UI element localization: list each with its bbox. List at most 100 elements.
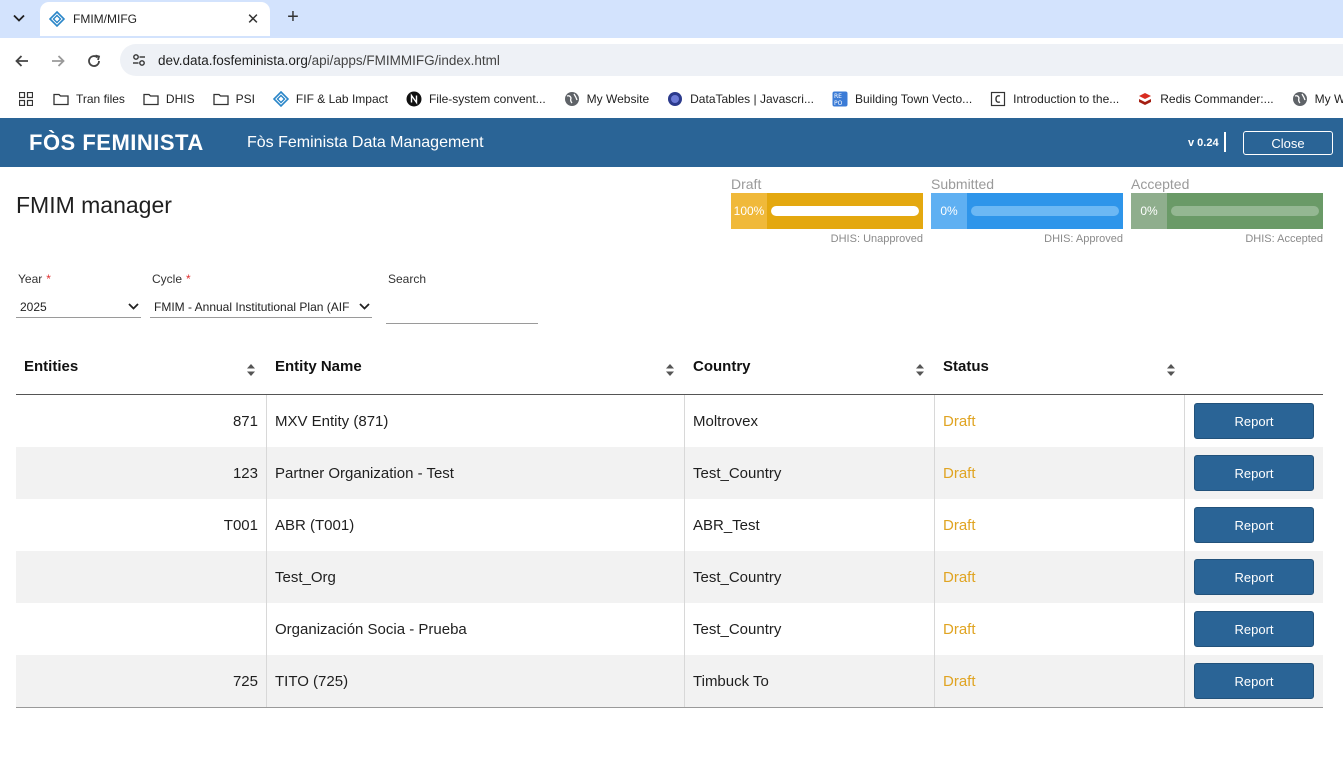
- entity-code-cell: [16, 551, 267, 603]
- globe-icon: [1292, 91, 1308, 107]
- status-card-submitted: Submitted 0% DHIS: Approved: [931, 175, 1123, 245]
- required-asterisk: *: [186, 272, 191, 286]
- year-select[interactable]: 2025: [16, 296, 141, 318]
- bookmark-item[interactable]: Tran files: [53, 91, 125, 107]
- bookmark-label: Redis Commander:...: [1160, 92, 1274, 106]
- report-button[interactable]: Report: [1194, 403, 1314, 439]
- page-scrollbar[interactable]: [1333, 167, 1343, 760]
- diamond-icon: [272, 91, 289, 107]
- entity-name-cell: TITO (725): [267, 655, 685, 707]
- report-button[interactable]: Report: [1194, 559, 1314, 595]
- table-row: 871 MXV Entity (871) Moltrovex Draft Report: [16, 395, 1323, 447]
- status-card-label: Draft: [731, 176, 762, 192]
- status-rail: [1171, 206, 1319, 216]
- entity-name-cell: ABR (T001): [267, 499, 685, 551]
- report-button[interactable]: Report: [1194, 455, 1314, 491]
- browser-tab-active[interactable]: FMIM/MIFG ✕: [40, 2, 270, 36]
- search-input[interactable]: [386, 300, 538, 324]
- app-header: FÒS FEMINISTA Fòs Feminista Data Managem…: [0, 118, 1343, 167]
- status-card-label: Submitted: [931, 176, 995, 192]
- status-track: [1167, 193, 1323, 229]
- cycle-select[interactable]: FMIM - Annual Institutional Plan (AIF: [150, 296, 372, 318]
- sort-icon[interactable]: [665, 363, 675, 377]
- required-asterisk: *: [46, 272, 51, 286]
- report-button[interactable]: Report: [1194, 663, 1314, 699]
- country-cell: Moltrovex: [685, 395, 935, 447]
- status-rail: [771, 206, 919, 216]
- bookmark-item[interactable]: PSI: [212, 91, 255, 107]
- doc-c-icon: [990, 91, 1006, 107]
- sort-icon[interactable]: [246, 363, 256, 377]
- bookmark-label: File-system convent...: [428, 92, 546, 106]
- cycle-label-text: Cycle: [152, 272, 183, 286]
- bookmark-item[interactable]: RE PO Building Town Vecto...: [832, 91, 972, 107]
- apps-grid-icon[interactable]: [19, 91, 33, 107]
- entity-code-cell: 725: [16, 655, 267, 707]
- entity-code-cell: 871: [16, 395, 267, 447]
- sort-icon[interactable]: [1166, 363, 1176, 377]
- diamond-icon: [48, 10, 66, 28]
- report-button[interactable]: Report: [1194, 507, 1314, 543]
- tab-title: FMIM/MIFG: [73, 12, 137, 26]
- table-header: Entities Entity Name Country Status: [16, 345, 1323, 395]
- chevron-down-icon: [127, 299, 139, 313]
- bookmark-item[interactable]: DataTables | Javascri...: [667, 91, 814, 107]
- close-button[interactable]: Close: [1243, 131, 1333, 155]
- status-cell: Draft: [935, 551, 1185, 603]
- table-row: 123 Partner Organization - Test Test_Count…: [16, 447, 1323, 499]
- tab-search-chevron-icon[interactable]: [6, 6, 32, 30]
- version-label: v 0.24: [1188, 137, 1219, 149]
- status-cell: Draft: [935, 395, 1185, 447]
- table-row: 725 TITO (725) Timbuck To Draft Report: [16, 655, 1323, 707]
- redis-icon: [1137, 91, 1153, 107]
- browser-tabstrip: FMIM/MIFG ✕ +: [0, 0, 1343, 38]
- browser-toolbar: dev.data.fosfeminista.org/api/apps/FMIMM…: [0, 38, 1343, 84]
- column-header-label: Status: [943, 358, 989, 375]
- bookmark-label: My Web: [1314, 92, 1343, 106]
- repo-icon: RE PO: [832, 91, 848, 107]
- bookmark-item[interactable]: DHIS: [143, 91, 195, 107]
- url-host: dev.data.fosfeminista.org: [158, 52, 308, 68]
- tab-close-icon[interactable]: ✕: [246, 11, 260, 28]
- report-button[interactable]: Report: [1194, 611, 1314, 647]
- bookmark-label: Building Town Vecto...: [854, 92, 973, 106]
- back-arrow-icon[interactable]: [10, 49, 34, 73]
- forward-arrow-icon[interactable]: [46, 49, 70, 73]
- status-track: [967, 193, 1123, 229]
- status-cell: Draft: [935, 655, 1185, 707]
- reload-icon[interactable]: [82, 49, 106, 73]
- status-card-accepted: Accepted 0% DHIS: Accepted: [1131, 175, 1323, 245]
- table-row: Organización Socia - Prueba Test_Country D…: [16, 603, 1323, 655]
- address-bar[interactable]: dev.data.fosfeminista.org/api/apps/FMIMM…: [120, 44, 1343, 76]
- column-header-status[interactable]: Status: [935, 345, 1186, 395]
- sort-icon[interactable]: [915, 363, 925, 377]
- search-label: Search: [388, 272, 427, 286]
- column-header-entities[interactable]: Entities: [16, 345, 266, 395]
- bookmark-item[interactable]: FIF & Lab Impact: [272, 91, 388, 107]
- status-card-draft: Draft 100% DHIS: Unapproved: [731, 175, 923, 245]
- status-track: [767, 193, 923, 229]
- folder-icon: [212, 91, 229, 107]
- bookmark-item[interactable]: Redis Commander:...: [1137, 91, 1274, 107]
- status-cell: Draft: [935, 499, 1185, 551]
- bookmark-label: My Website: [586, 92, 650, 106]
- bookmark-item[interactable]: My Web: [1292, 91, 1343, 107]
- column-header-country[interactable]: Country: [685, 345, 935, 395]
- bookmark-item[interactable]: Introduction to the...: [990, 91, 1119, 107]
- table-body: 871 MXV Entity (871) Moltrovex Draft Report 1…: [16, 395, 1323, 708]
- new-tab-plus-icon[interactable]: +: [287, 6, 299, 28]
- column-header-entity-name[interactable]: Entity Name: [267, 345, 685, 395]
- bookmark-item[interactable]: My Website: [564, 91, 649, 107]
- entity-code-cell: 123: [16, 447, 267, 499]
- page-title: FMIM manager: [16, 192, 172, 218]
- bookmark-item[interactable]: File-system convent...: [406, 91, 546, 107]
- folder-icon: [143, 91, 159, 107]
- table-row: Test_Org Test_Country Draft Report: [16, 551, 1323, 603]
- entities-table: Entities Entity Name Country Status 871 M…: [16, 345, 1323, 708]
- site-settings-icon[interactable]: [128, 49, 150, 71]
- status-percent: 0%: [931, 193, 967, 229]
- status-fill: [771, 206, 919, 216]
- year-filter: Year * 2025: [16, 272, 141, 318]
- entity-code-cell: [16, 603, 267, 655]
- action-cell: Report: [1185, 395, 1323, 447]
